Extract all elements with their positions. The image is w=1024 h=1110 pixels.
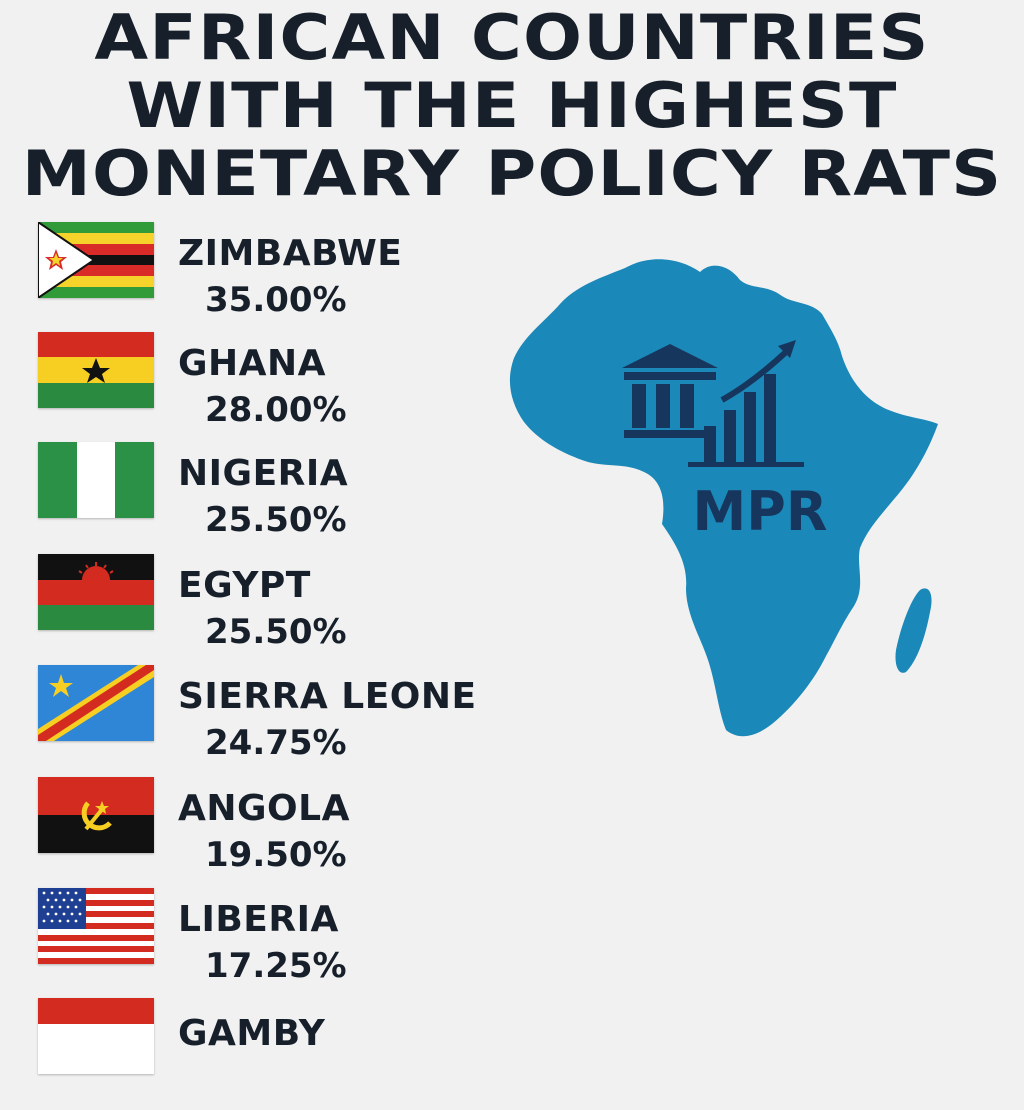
country-name: SIERRA LEONE xyxy=(178,676,477,717)
table-row: GAMBY xyxy=(0,998,520,1110)
drc-style-flag-icon xyxy=(38,665,154,741)
rate-value: 28.00% xyxy=(205,390,347,430)
angola-flag-icon xyxy=(38,777,154,853)
country-name: ANGOLA xyxy=(178,788,350,829)
country-name: ZIMBABWE xyxy=(178,233,403,274)
ghana-flag-icon xyxy=(38,332,154,408)
country-list: ZIMBABWE 35.00% GHANA 28.00% NIGERIA 25.… xyxy=(0,0,520,1074)
red-white-flag-icon xyxy=(38,998,154,1074)
rate-value: 19.50% xyxy=(205,835,347,875)
country-name: GAMBY xyxy=(178,1013,326,1054)
table-row: EGYPT 25.50% xyxy=(0,554,520,666)
table-row: GHANA 28.00% xyxy=(0,332,520,444)
table-row: ZIMBABWE 35.00% xyxy=(0,222,520,334)
zimbabwe-flag-icon xyxy=(38,222,154,298)
title-line-3: MONETARY POLICY RATS xyxy=(21,137,1003,210)
country-name: NIGERIA xyxy=(178,453,349,494)
table-row: LIBERIA 17.25% xyxy=(0,888,520,1000)
rate-value: 25.50% xyxy=(205,612,347,652)
rate-value: 35.00% xyxy=(205,280,347,320)
rate-value: 25.50% xyxy=(205,500,347,540)
map-label: MPR xyxy=(692,480,828,543)
rate-value: 24.75% xyxy=(205,723,347,763)
chart-title: AFRICAN COUNTRIES WITH THE HIGHEST MONET… xyxy=(0,4,1024,208)
nigeria-flag-icon xyxy=(38,442,154,518)
country-name: LIBERIA xyxy=(178,899,339,940)
country-name: EGYPT xyxy=(178,565,311,606)
malawi-style-flag-icon xyxy=(38,554,154,630)
us-style-flag-icon xyxy=(38,888,154,964)
table-row: NIGERIA 25.50% xyxy=(0,442,520,554)
table-row: ANGOLA 19.50% xyxy=(0,777,520,889)
rate-value: 17.25% xyxy=(205,946,347,986)
africa-map-icon xyxy=(490,240,960,760)
title-line-2: WITH THE HIGHEST xyxy=(126,69,898,142)
country-name: GHANA xyxy=(178,343,327,384)
table-row: SIERRA LEONE 24.75% xyxy=(0,665,520,777)
title-line-1: AFRICAN COUNTRIES xyxy=(94,1,930,74)
